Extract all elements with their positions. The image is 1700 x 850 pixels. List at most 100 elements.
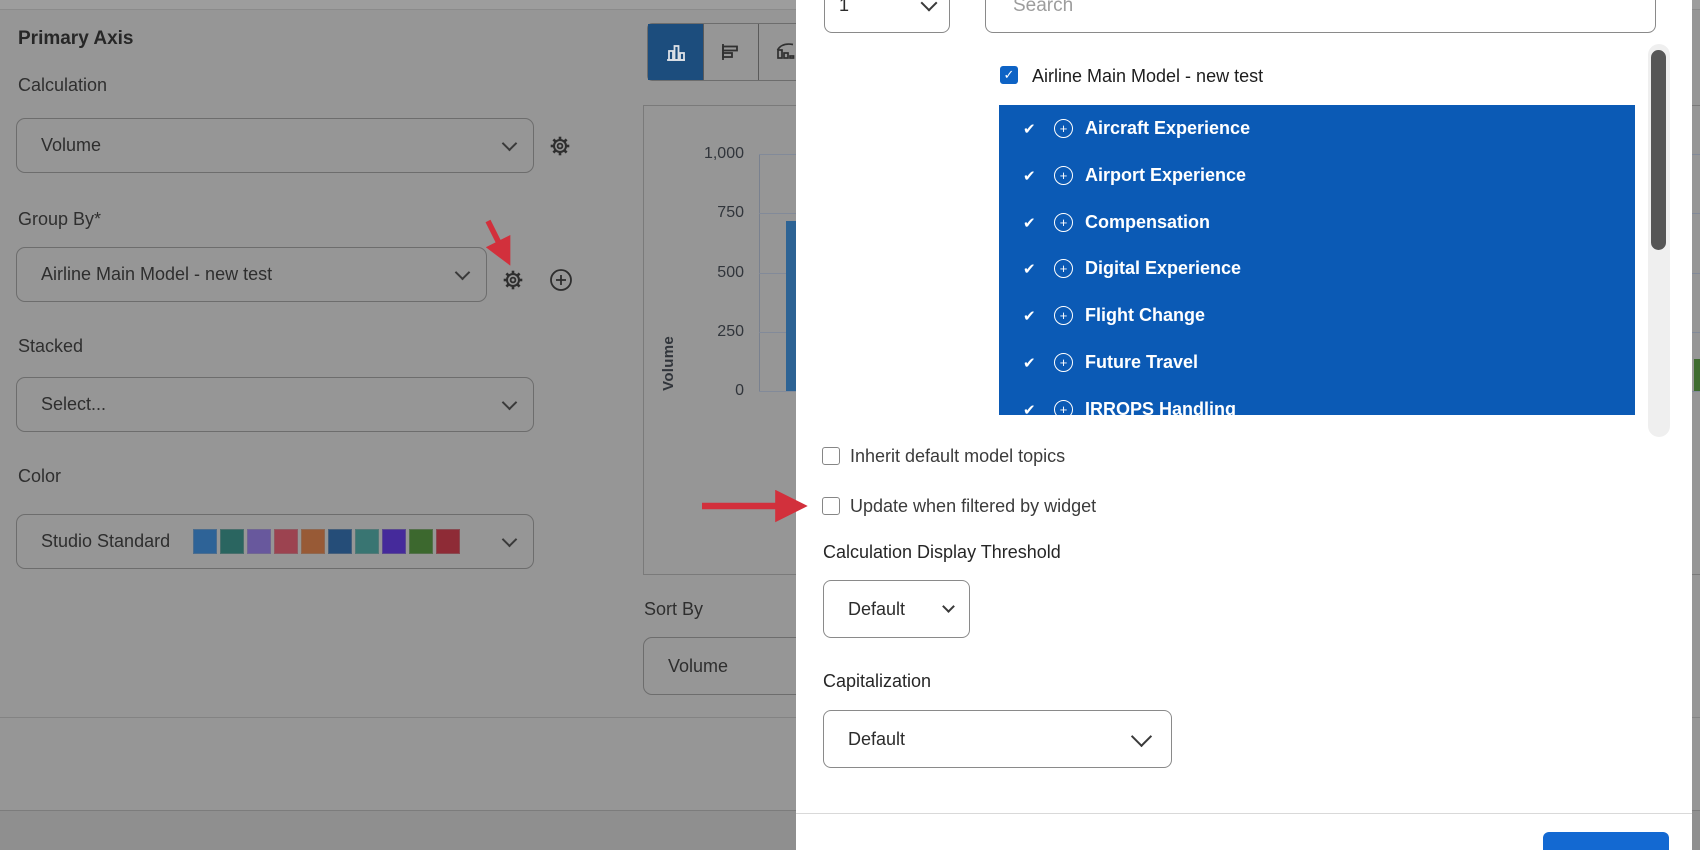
check-icon: ✔ [1023, 307, 1036, 325]
confirm-button[interactable] [1543, 832, 1669, 850]
topic-row[interactable]: ✔ + IRROPS Handling [999, 386, 1635, 415]
pareto-chart-icon[interactable] [758, 24, 813, 80]
palette-swatch [193, 529, 217, 554]
inherit-topics-label: Inherit default model topics [850, 446, 1066, 466]
chevron-down-icon [501, 135, 518, 151]
topic-label: Airport Experience [1085, 165, 1247, 185]
palette-swatch [436, 529, 460, 554]
capitalization-label: Capitalization [823, 671, 932, 691]
level-select-value: 1 [839, 0, 850, 15]
add-circle-icon[interactable]: + [1054, 400, 1073, 415]
sort-by-label: Sort By [644, 599, 704, 619]
chevron-down-icon [501, 531, 518, 547]
add-circle-icon[interactable]: + [1054, 166, 1073, 185]
palette-swatch [274, 529, 298, 554]
column-chart-icon[interactable] [648, 24, 703, 80]
topics-scrollbar-track[interactable] [1648, 44, 1670, 437]
topic-row[interactable]: ✔ + Airport Experience [999, 152, 1635, 199]
inherit-topics-checkbox[interactable] [822, 447, 840, 465]
palette-swatch [220, 529, 244, 554]
y-tick: 250 [717, 323, 744, 340]
y-tick: 1,000 [703, 145, 744, 162]
topic-row[interactable]: ✔ + Aircraft Experience [999, 105, 1635, 152]
color-palette-select[interactable]: Studio Standard [16, 514, 534, 569]
calculation-settings-gear-icon[interactable] [548, 134, 572, 158]
stacked-value: Select... [41, 394, 107, 414]
check-icon: ✔ [1023, 167, 1036, 185]
y-tick: 500 [717, 264, 744, 281]
section-title: Primary Axis [18, 28, 134, 49]
palette-swatch [409, 529, 433, 554]
check-icon: ✔ [1023, 214, 1036, 232]
check-icon: ✔ [1023, 354, 1036, 372]
horizontal-bar-chart-icon[interactable] [703, 24, 758, 80]
check-icon: ✓ [1003, 67, 1015, 82]
topics-scrollbar-thumb[interactable] [1651, 50, 1666, 250]
topic-label: IRROPS Handling [1085, 399, 1237, 415]
calculation-select[interactable]: Volume [16, 118, 534, 173]
palette-swatch [355, 529, 379, 554]
capitalization-value: Default [848, 728, 906, 749]
topics-selected-list: ✔ + Aircraft Experience ✔ + Airport Expe… [999, 105, 1635, 415]
add-circle-icon[interactable]: + [1054, 259, 1073, 278]
y-tick: 750 [717, 204, 744, 221]
chevron-down-icon [501, 394, 518, 410]
chart-type-toolbar [647, 23, 814, 81]
add-circle-icon[interactable]: + [1054, 213, 1073, 232]
bar-partial-green [1694, 359, 1700, 391]
check-icon: ✔ [1023, 260, 1036, 278]
y-axis-line [759, 154, 760, 391]
y-axis-label: Volume [660, 336, 677, 391]
check-icon: ✔ [1023, 120, 1036, 138]
color-label: Color [18, 466, 62, 486]
chevron-down-icon [454, 264, 471, 280]
topic-row[interactable]: ✔ + Digital Experience [999, 245, 1635, 292]
update-when-filtered-label: Update when filtered by widget [850, 496, 1097, 516]
group-by-select[interactable]: Airline Main Model - new test [16, 247, 487, 302]
add-circle-icon[interactable]: + [1054, 353, 1073, 372]
palette-swatch [247, 529, 271, 554]
chevron-down-icon [920, 0, 938, 12]
topic-label: Aircraft Experience [1085, 118, 1251, 138]
capitalization-select[interactable]: Default [823, 710, 1172, 768]
sort-by-value: Volume [668, 655, 729, 676]
group-by-value: Airline Main Model - new test [41, 264, 273, 284]
stacked-select[interactable]: Select... [16, 377, 534, 432]
group-by-settings-gear-icon[interactable] [501, 268, 525, 292]
level-select[interactable]: 1 [824, 0, 950, 33]
topic-label: Future Travel [1085, 352, 1199, 372]
group-by-label: Group By* [18, 209, 102, 229]
add-circle-icon[interactable]: + [1054, 119, 1073, 138]
topic-label: Flight Change [1085, 305, 1205, 325]
arrow-to-gear-icon [485, 219, 511, 266]
threshold-value: Default [848, 598, 906, 619]
group-by-settings-modal: 1 ✓ Airline Main Model - new test ✔ + Ai… [796, 0, 1692, 850]
chevron-down-icon [1130, 725, 1153, 748]
stacked-label: Stacked [18, 336, 84, 356]
add-group-by-plus-icon[interactable] [549, 268, 573, 292]
search-input[interactable] [985, 0, 1656, 33]
calculation-value: Volume [41, 135, 102, 155]
update-when-filtered-checkbox[interactable] [822, 497, 840, 515]
modal-footer-divider [796, 813, 1692, 814]
palette-swatches [193, 529, 460, 554]
calculation-label: Calculation [18, 75, 108, 95]
check-icon: ✔ [1023, 401, 1036, 416]
palette-swatch [382, 529, 406, 554]
threshold-select[interactable]: Default [823, 580, 970, 638]
topic-row[interactable]: ✔ + Future Travel [999, 339, 1635, 386]
add-circle-icon[interactable]: + [1054, 306, 1073, 325]
palette-swatch [301, 529, 325, 554]
model-label: Airline Main Model - new test [1032, 66, 1264, 86]
topic-label: Compensation [1085, 212, 1211, 232]
threshold-label: Calculation Display Threshold [823, 542, 1061, 562]
topic-label: Digital Experience [1085, 258, 1242, 278]
topic-row[interactable]: ✔ + Compensation [999, 199, 1635, 246]
y-tick: 0 [735, 382, 744, 399]
palette-swatch [328, 529, 352, 554]
topic-row[interactable]: ✔ + Flight Change [999, 292, 1635, 339]
chevron-down-icon [942, 600, 955, 613]
model-checkbox[interactable]: ✓ [1000, 66, 1018, 84]
color-palette-value: Studio Standard [41, 531, 171, 551]
